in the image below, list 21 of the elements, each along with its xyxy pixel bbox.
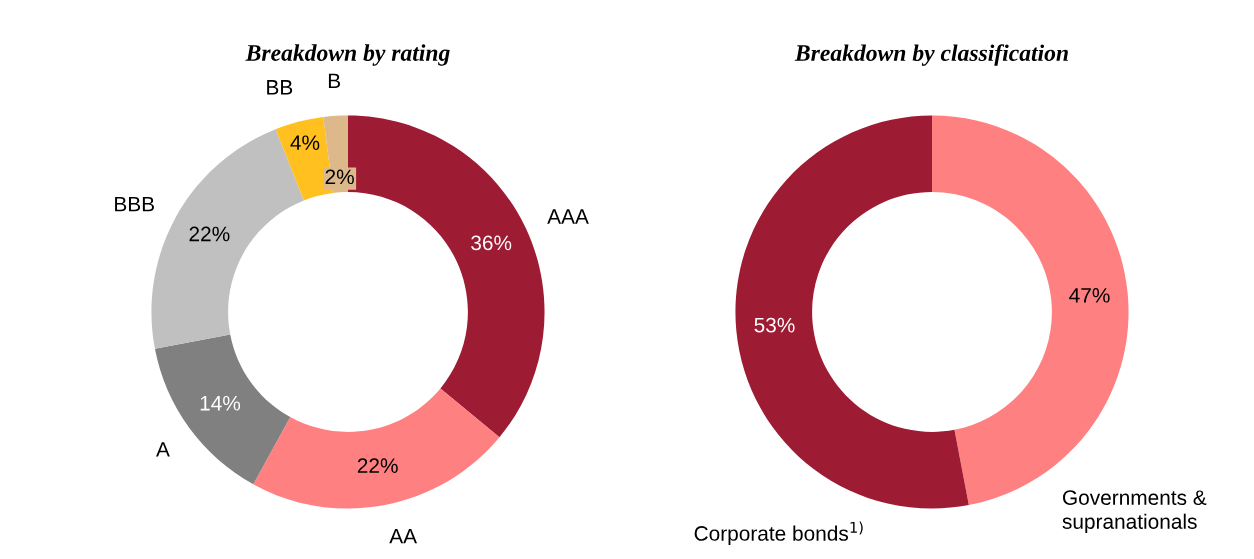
data-label: 14% <box>200 395 241 411</box>
slice-label: Governments & supranationals <box>1062 490 1207 534</box>
data-label: 22% <box>357 458 398 473</box>
slice-label: AAA <box>547 209 589 224</box>
slice-label: A <box>156 442 170 457</box>
data-label: 2% <box>325 169 354 185</box>
data-label: 22% <box>189 226 230 242</box>
slice-label: B <box>328 73 341 88</box>
data-label: 53% <box>754 317 795 333</box>
donut-slice <box>154 334 291 485</box>
data-label: 36% <box>471 235 512 251</box>
chart-title: Breakdown by classification <box>794 44 1068 66</box>
data-label: 47% <box>1069 288 1110 303</box>
slice-label: BB <box>267 80 293 95</box>
slice-label: AA <box>389 529 417 544</box>
donut-slice <box>735 115 969 509</box>
slice-label: Corporate bonds$^{1)}$ <box>694 521 863 545</box>
chart-title: Breakdown by rating <box>245 44 450 66</box>
slice-label: BBB <box>115 197 154 212</box>
donut-slice <box>253 388 500 509</box>
data-label: 4% <box>290 135 320 150</box>
